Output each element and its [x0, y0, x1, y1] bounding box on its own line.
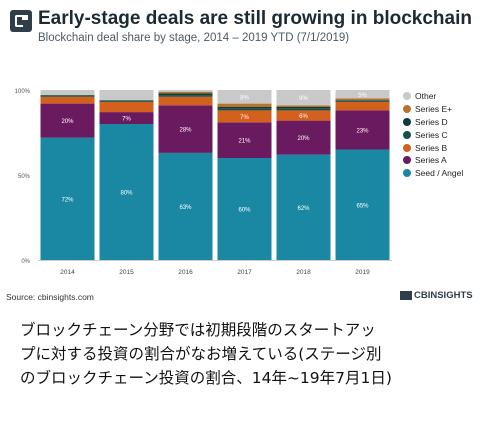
bar-data-label: 62% [297, 206, 310, 212]
bar-segment-series-e- [276, 105, 331, 107]
x-tick-label: 2014 [60, 269, 75, 276]
legend-label: Series E+ [415, 104, 453, 115]
legend-item: Other [403, 90, 463, 103]
bar-segment-other [217, 90, 272, 104]
legend-label: Other [415, 91, 437, 102]
x-tick-label: 2018 [296, 269, 311, 276]
legend-swatch [403, 105, 411, 114]
bar-data-label: 28% [179, 128, 192, 134]
bar-data-label: 5% [358, 93, 367, 99]
bar-segment-series-e- [158, 91, 213, 94]
bar-segment-series-b [40, 96, 95, 104]
cbinsights-mark-icon [400, 291, 412, 300]
legend-item: Series E+ [403, 103, 463, 116]
chart-title: Early-stage deals are still growing in b… [38, 8, 472, 29]
bar-data-label: 23% [356, 128, 369, 134]
legend-label: Series D [415, 116, 448, 127]
bar-segment-series-c [40, 95, 95, 97]
legend-label: Seed / Angel [415, 168, 464, 179]
bar-data-label: 72% [61, 197, 74, 203]
legend-item: Series D [403, 116, 463, 129]
bar-segment-series-d [276, 107, 331, 109]
bar-segment-series-e- [217, 103, 272, 107]
caption-line-1: ブロックチェーン分野では初期段階のスタートアッ [20, 321, 376, 339]
bar-segment-series-a [158, 105, 213, 153]
caption-line-2: プに対する投資の割合がなお増えている(ステージ別 [20, 345, 382, 363]
legend-item: Series A [403, 154, 463, 167]
bar-segment-series-b [335, 101, 390, 111]
x-tick-label: 2019 [355, 269, 370, 276]
legend-label: Series B [415, 142, 448, 153]
bar-segment-series-e- [335, 98, 390, 101]
bar-segment-series-a [40, 103, 95, 138]
bar-segment-other [158, 90, 213, 92]
bar-data-label: 7% [122, 117, 131, 123]
bar-segment-series-a [335, 110, 390, 150]
source-note: Source: cbinsights.com [6, 292, 94, 302]
stacked-bar-chart: 0% 50% 100% 72% 20% 2014 80% 7% 2015 63% 28% 2016 60… [15, 89, 392, 276]
brand-text: CBINSIGHTS [414, 290, 473, 301]
caption-line-3: のブロックチェーン投資の割合、14年~19年7月1日) [20, 369, 392, 387]
bar-data-label: 7% [240, 115, 249, 121]
brand-logo: CBINSIGHTS [400, 290, 473, 301]
chart-card: Early-stage deals are still growing in b… [6, 8, 473, 302]
legend-label: Series A [415, 155, 447, 166]
article-caption: ブロックチェーン分野では初期段階のスタートアッ プに対する投資の割合がなお増えて… [20, 318, 470, 390]
bar-segment-other [335, 90, 390, 99]
legend-swatch [403, 156, 411, 165]
legend-swatch [403, 130, 411, 139]
bar-segment-series-c [276, 108, 331, 111]
bar-data-label: 9% [299, 96, 308, 102]
bar-segment-other [276, 90, 331, 106]
legend-item: Series B [403, 141, 463, 154]
bar-segment-seed-angel [335, 149, 390, 260]
bar-data-label: 20% [61, 119, 74, 125]
y-tick-label: 50% [18, 174, 31, 180]
bar-segment-seed-angel [276, 154, 331, 260]
chart-subtitle: Blockchain deal share by stage, 2014 – 2… [38, 32, 350, 44]
bar-data-label: 21% [238, 139, 251, 145]
bar-segment-other [99, 90, 154, 101]
legend-swatch [403, 143, 411, 152]
bar-segment-seed-angel [217, 158, 272, 260]
bar-data-label: 80% [120, 191, 133, 197]
y-tick-label: 0% [21, 259, 30, 265]
bar-segment-series-b [99, 101, 154, 113]
x-tick-label: 2017 [237, 269, 252, 276]
x-tick-label: 2015 [119, 269, 134, 276]
bar-data-label: 20% [297, 136, 310, 142]
legend-item: Seed / Angel [403, 167, 463, 180]
bar-data-label: 6% [299, 114, 308, 120]
legend-item: Series C [403, 128, 463, 141]
bar-segment-series-b [217, 110, 272, 123]
bar-segment-series-d [217, 107, 272, 109]
legend-swatch [403, 169, 411, 178]
bar-segment-other [40, 90, 95, 96]
chart-legend: Other Series E+ Series D Series C Series B Se… [403, 90, 463, 180]
bar-segment-seed-angel [99, 124, 154, 260]
bar-segment-series-c [217, 108, 272, 111]
bar-segment-series-b [276, 110, 331, 121]
bar-data-label: 65% [356, 203, 369, 209]
legend-label: Series C [415, 129, 448, 140]
x-tick-label: 2016 [178, 269, 193, 276]
legend-swatch [403, 117, 411, 126]
bar-segment-series-a [99, 112, 154, 124]
bar-segment-seed-angel [158, 152, 213, 260]
bar-data-label: 60% [238, 208, 251, 214]
y-tick-label: 100% [15, 89, 31, 95]
bar-segment-series-d [158, 93, 213, 96]
bar-segment-series-a [276, 120, 331, 155]
bar-segment-series-c [335, 100, 390, 102]
bar-segment-series-a [217, 122, 272, 158]
bar-segment-seed-angel [40, 137, 95, 260]
cb-logo-icon [10, 10, 32, 32]
bar-segment-series-b [158, 96, 213, 106]
bar-segment-series-c [158, 95, 213, 97]
bar-data-label: 8% [240, 95, 249, 101]
bar-segment-series-c [99, 100, 154, 102]
bar-data-label: 63% [179, 205, 192, 211]
legend-swatch [403, 92, 411, 101]
